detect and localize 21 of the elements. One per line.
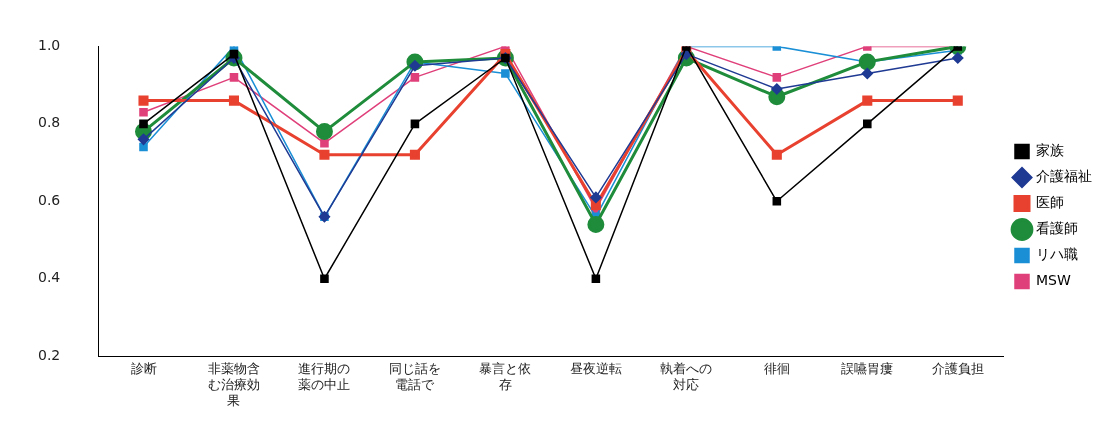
x-tick-label: 非薬物含む治療効果	[207, 361, 260, 408]
x-tick-label: 徘徊	[763, 361, 790, 377]
legend-label: 看護師	[1036, 220, 1078, 237]
x-tick-label: 昼夜逆転	[569, 361, 622, 377]
y-tick-label: 0.2	[38, 346, 61, 363]
x-tick-label: 診断	[130, 361, 157, 377]
legend-label: 介護福祉	[1036, 168, 1092, 185]
y-tick-label: 0.4	[38, 269, 61, 286]
y-tick-label: 0.6	[38, 191, 61, 208]
x-tick-label: 介護負担	[931, 361, 984, 377]
legend-label: MSW	[1036, 272, 1071, 289]
x-tick-label: 誤嚥胃瘻	[841, 361, 894, 377]
x-tick-label: 進行期の薬の中止	[298, 361, 351, 392]
y-tick-label: 1.0	[38, 37, 61, 54]
x-tick-label: 暴言と依存	[479, 361, 532, 392]
legend-label: リハ職	[1036, 246, 1078, 263]
legend-label: 医師	[1036, 194, 1064, 211]
x-tick-label: 執着への対応	[660, 361, 713, 392]
legend-label: 家族	[1036, 142, 1064, 159]
x-tick-label: 同じ話を電話で	[388, 361, 441, 392]
y-tick-label: 0.8	[38, 114, 61, 131]
